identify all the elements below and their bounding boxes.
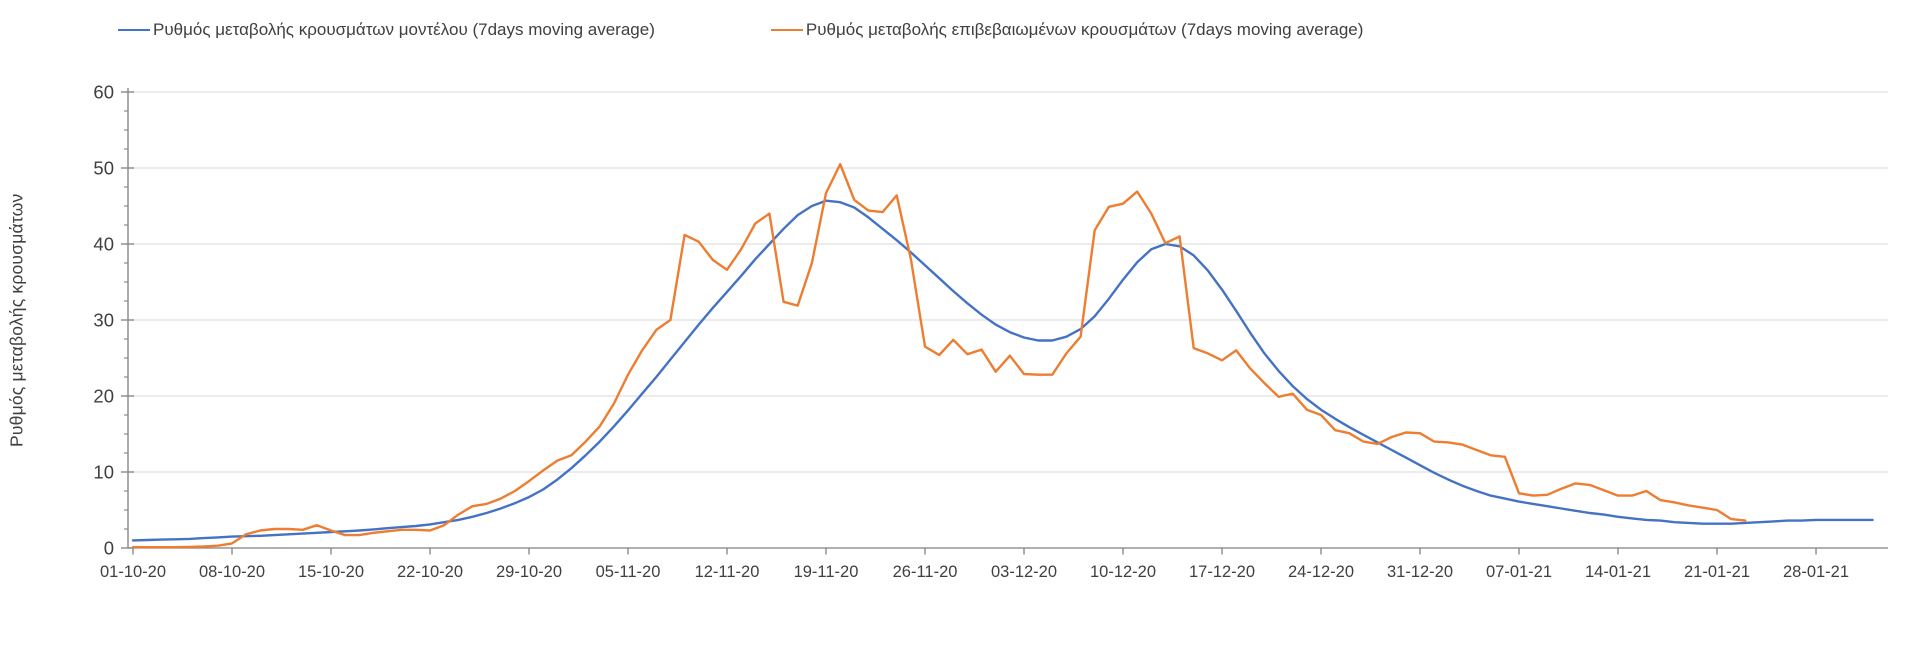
y-tick-label: 40 [93,234,114,255]
x-tick-label: 15-10-20 [298,563,364,581]
x-tick-label: 07-01-21 [1486,563,1552,581]
y-tick-label: 50 [93,158,114,179]
x-tick-label: 31-12-20 [1387,563,1453,581]
chart-legend: Ρυθμός μεταβολής κρουσμάτων μοντέλου (7d… [118,20,1363,40]
x-tick-label: 10-12-20 [1090,563,1156,581]
x-tick-label: 26-11-20 [893,563,958,581]
confirmed-line-swatch-icon [770,29,803,31]
legend-label-model: Ρυθμός μεταβολής κρουσμάτων μοντέλου (7d… [153,20,655,39]
y-tick-label: 20 [93,386,114,407]
confirmed-series-line [131,162,1747,549]
x-tick-label: 03-12-20 [991,563,1057,581]
x-tick-label: 29-10-20 [496,563,562,581]
legend-label-confirmed: Ρυθμός μεταβολής επιβεβαιωμένων κρουσμάτ… [805,20,1364,39]
x-tick-label: 12-11-20 [695,563,760,581]
x-tick-label: 21-01-21 [1684,563,1750,581]
x-tick-label: 08-10-20 [199,563,265,581]
model-line-swatch-icon [118,29,150,31]
x-tick-label: 24-12-20 [1288,563,1354,581]
x-tick-label: 17-12-20 [1189,563,1255,581]
y-tick-label: 60 [93,82,114,103]
legend-item-confirmed: Ρυθμός μεταβολής επιβεβαιωμένων κρουσμάτ… [770,20,1364,40]
legend-item-model: Ρυθμός μεταβολής κρουσμάτων μοντέλου (7d… [118,20,655,40]
y-tick-label: 30 [93,310,114,331]
x-tick-label: 05-11-20 [596,563,661,581]
x-tick-label: 19-11-20 [794,563,859,581]
y-tick-label: 0 [104,538,114,559]
x-tick-label: 01-10-20 [100,563,166,581]
model-series-line [131,199,1874,542]
x-tick-label: 28-01-21 [1783,563,1849,581]
x-tick-label: 22-10-20 [397,563,463,581]
y-tick-label: 10 [93,462,114,483]
x-tick-label: 14-01-21 [1585,563,1651,581]
